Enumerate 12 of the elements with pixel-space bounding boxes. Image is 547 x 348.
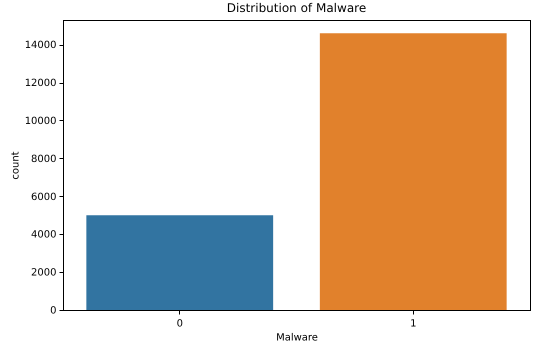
chart-title: Distribution of Malware (226, 1, 366, 15)
y-tick-label: 10000 (24, 116, 56, 127)
y-tick-label: 4000 (31, 230, 56, 241)
y-tick-label: 2000 (31, 268, 56, 279)
x-tick-label: 1 (410, 318, 416, 330)
y-tick-label: 8000 (31, 154, 56, 165)
y-tick-label: 14000 (24, 40, 56, 52)
y-tick-label: 0 (50, 306, 56, 316)
y-tick-label: 12000 (24, 78, 56, 90)
y-tick-label: 6000 (31, 192, 56, 203)
x-axis-title: Malware (276, 332, 318, 344)
y-axis-title: count (10, 151, 22, 180)
